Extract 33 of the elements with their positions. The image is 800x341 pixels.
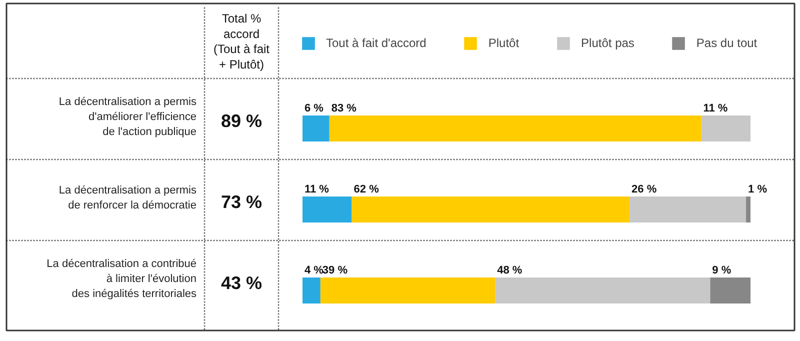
data-label: 4 % [304, 264, 324, 276]
text: 89 % [220, 111, 262, 131]
data-label: 1 % [748, 184, 768, 196]
bar [701, 116, 750, 142]
data-label: 48 % [497, 264, 522, 276]
bar [630, 196, 746, 222]
data-label: 11 % [304, 184, 330, 196]
data-label: 39 % [322, 264, 348, 276]
data-label: 26 % [632, 184, 657, 196]
data-label: 6 % [304, 102, 324, 114]
text: 43 % [220, 273, 262, 293]
legend-label: Tout à fait d'accord [326, 36, 426, 50]
bar [746, 196, 750, 222]
data-label: 83 % [331, 102, 357, 114]
bar [320, 278, 496, 304]
text: Total % accord (Tout à fait + Plutôt) [213, 11, 270, 72]
bar [302, 116, 330, 142]
bar [710, 278, 750, 304]
y-tick-label: La décentralisation a permis d'améliorer l'efficience de l'action publique [58, 96, 197, 138]
y-tick-label: La décentralisation a contribué à limiter l'évolution des inégalités territoriales [46, 258, 197, 300]
bar [352, 196, 630, 222]
data-label: 9 % [712, 264, 732, 276]
bar [302, 278, 320, 304]
legend-label: Plutôt [488, 36, 520, 50]
data-label: 11 % [703, 102, 728, 114]
y-tick-label: La décentralisation a permis de renforcer la démocratie [58, 184, 197, 212]
legend-label: Plutôt pas [581, 36, 634, 50]
data-label: 62 % [354, 184, 380, 196]
bar [495, 278, 710, 304]
bar [329, 116, 702, 142]
legend-label: Pas du tout [696, 36, 758, 50]
bar [302, 196, 352, 222]
text: 73 % [220, 192, 262, 212]
